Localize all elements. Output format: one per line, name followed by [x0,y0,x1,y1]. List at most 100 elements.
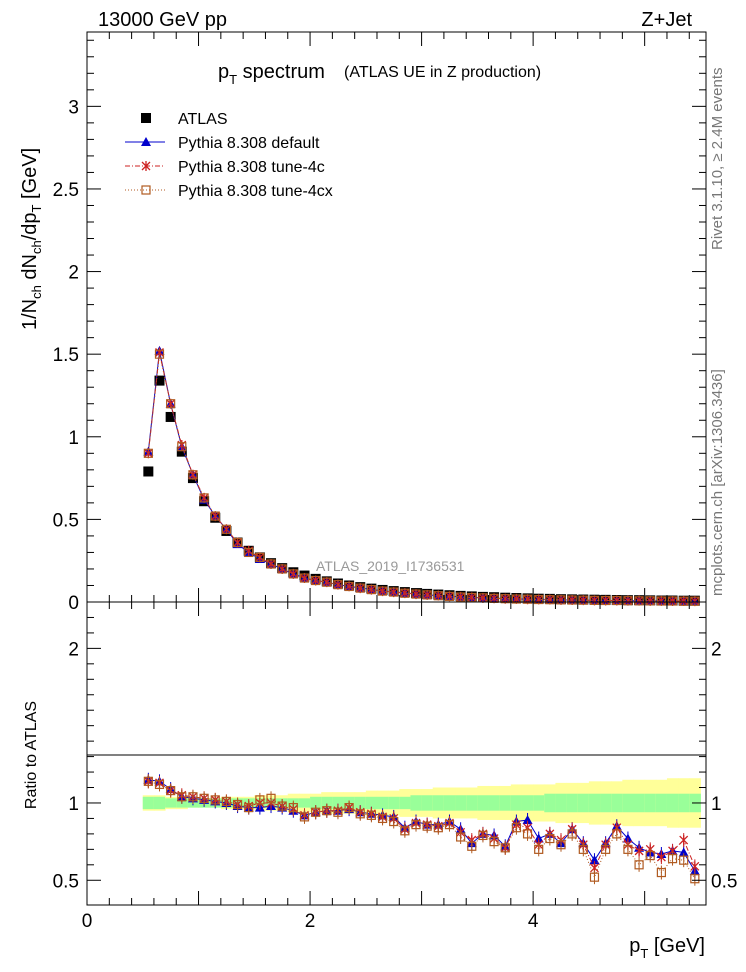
ratio-point [489,837,499,847]
ratio-point [500,843,510,853]
stat-uncertainty-band [633,793,646,813]
stat-uncertainty-band [622,793,635,813]
data-point [589,595,600,605]
data-point [366,584,376,595]
legend-label: Pythia 8.308 tune-4c [178,159,325,176]
data-point [210,511,220,522]
stat-uncertainty-band [443,795,456,811]
stat-uncertainty-band [566,793,579,813]
data-point [177,440,187,451]
main-panel: 0 0.5 1 1.5 2 2.5 3 pT spectrum (ATLAS UE in Z… [19,31,707,614]
ratio-point [511,823,521,833]
stat-uncertainty-band [153,796,166,810]
data-point [667,596,678,606]
ratio-point [478,830,488,841]
data-point [166,399,176,409]
stat-uncertainty-band [376,796,389,810]
ratio-point [377,813,388,824]
main-y-label: 1/Nch dNch/dpT [GeV] [19,148,44,330]
ratio-point [188,792,198,802]
main-y-tick-label: 3 [68,97,79,118]
legend-entry: Pythia 8.308 tune-4cx [125,183,333,200]
data-point [311,575,321,586]
data-point [623,596,633,606]
data-point [556,595,566,605]
stat-uncertainty-band [499,795,512,811]
main-title-rest: spectrum [237,61,325,83]
x-axis-label: pT [GeV] [629,935,705,961]
legend-marker [141,161,151,171]
ratio-point [656,852,666,863]
data-point [277,564,287,574]
ratio-point [422,821,432,831]
stat-uncertainty-band [588,793,601,813]
ratio-point [545,833,555,844]
ratio-point [266,793,276,803]
data-point [221,524,232,534]
x-axis-label-p: p [629,935,640,957]
stat-uncertainty-band [577,793,590,813]
data-point [511,594,521,604]
data-point [645,595,655,606]
x-axis-label-sub: T [640,946,648,961]
ratio-point [634,860,644,870]
ratio-y-tick-label: 1 [68,794,79,815]
main-y-tick-label: 2.5 [53,180,79,201]
data-point [601,595,611,606]
ratio-point [322,806,332,816]
main-y-tick-label: 0.5 [53,510,79,531]
data-point [433,591,443,601]
x-tick-label: 4 [528,911,539,932]
stat-uncertainty-band [644,793,657,813]
data-point [400,588,410,598]
main-title-p: p [218,61,229,83]
stat-uncertainty-band [410,795,423,811]
data-point [366,585,377,595]
data-point [322,577,332,587]
data-point [333,580,343,590]
ratio-line [148,780,696,870]
ratio-point [690,861,700,872]
ratio-series [143,772,700,886]
data-point [143,466,154,477]
data-point [679,596,689,606]
stat-uncertainty-band [521,795,534,811]
ratio-point [444,820,455,830]
ratio-point [199,793,209,803]
data-point [444,591,455,601]
side-text-site: mcplots.cern.ch [arXiv:1306.3436] [709,369,726,596]
ratio-point [154,779,165,790]
ratio-point [678,847,689,857]
ratio-point [210,795,220,805]
ratio-y-tick-label-right: 0.5 [711,871,737,892]
data-point [311,575,321,586]
data-point [612,595,622,606]
data-point [344,581,354,592]
data-point [199,492,209,503]
stat-uncertainty-band [666,793,679,813]
main-y-tick-label: 0 [68,593,79,614]
ratio-point [456,832,466,842]
data-point [478,592,488,603]
ratio-point [679,855,689,865]
ratio-y-ticks: 0.5 0.5 1 1 2 2 [53,616,737,892]
ratio-point [333,807,343,817]
stat-uncertainty-band [332,796,345,810]
ratio-point [522,829,533,839]
ratio-point [656,867,666,878]
stat-uncertainty-band [165,798,177,808]
main-title: pT spectrum [218,61,325,87]
legend-label: Pythia 8.308 default [178,135,320,152]
ratio-point [522,814,533,824]
ratio-point [177,792,187,802]
ratio-point [311,807,321,817]
main-title-sub: T [229,72,237,87]
main-series [143,345,700,607]
data-point [154,375,165,386]
data-point [556,594,566,605]
data-point [232,537,243,548]
data-point [422,590,432,600]
data-point [411,589,421,599]
ratio-point [255,795,265,805]
data-point [255,552,265,562]
